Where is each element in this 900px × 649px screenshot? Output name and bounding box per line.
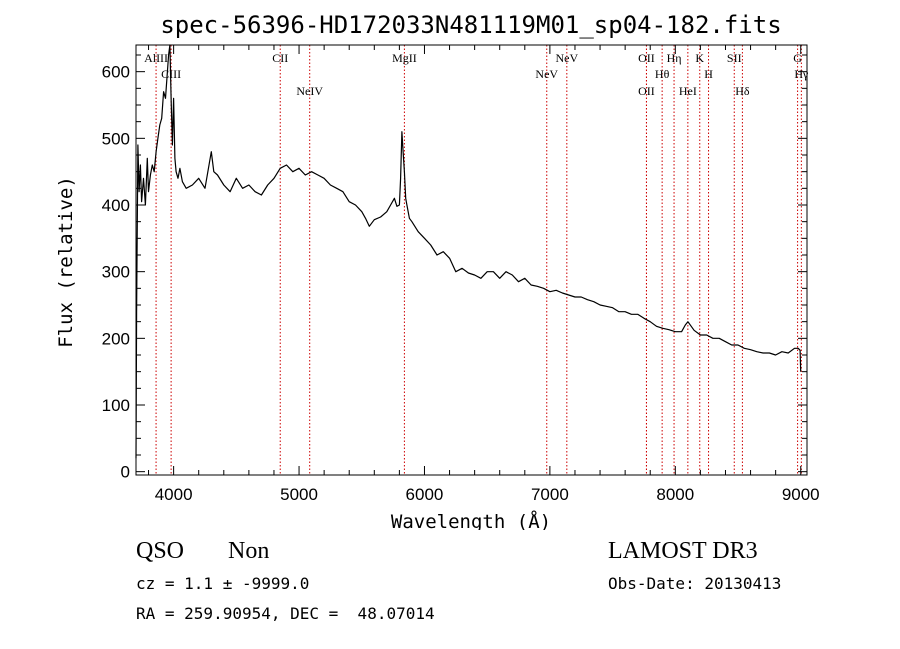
x-axis-label: Wavelength (Å): [391, 510, 551, 530]
observation-date: Obs-Date: 20130413: [608, 574, 782, 593]
ra-dec: RA = 259.90954, DEC = 48.07014: [136, 604, 435, 623]
spectrum-line: [135, 44, 802, 459]
x-tick-label: 9000: [782, 485, 820, 504]
survey-name: LAMOST DR3: [608, 538, 758, 564]
y-tick-label: 300: [102, 263, 130, 282]
x-axis-ticks: 4000 5000 6000 7000 8000 9000: [148, 45, 820, 504]
x-tick-label: 7000: [531, 485, 569, 504]
spectrum-layer: [135, 44, 802, 459]
y-axis-ticks: 0 100 200 300 400 500 600: [102, 54, 807, 482]
plot-frame: [135, 44, 808, 476]
chart-title: spec-56396-HD172033N481119M01_sp04-182.f…: [160, 11, 781, 39]
line-label: SII: [727, 51, 742, 65]
y-tick-label: 500: [102, 129, 130, 148]
emission-line-markers: [155, 45, 802, 475]
line-label: Hδ: [735, 84, 750, 98]
line-label: Hθ: [655, 67, 670, 81]
line-label: AlIII: [144, 51, 168, 65]
x-tick-label: 4000: [155, 485, 193, 504]
line-label: H: [704, 67, 713, 81]
object-subclass: Non: [228, 538, 270, 564]
line-label: G: [793, 51, 802, 65]
spectrum-chart: spec-56396-HD172033N481119M01_sp04-182.f…: [55, 11, 820, 530]
redshift-cz: cz = 1.1 ± -9999.0: [136, 574, 310, 593]
y-tick-label: 0: [121, 463, 130, 482]
line-label: OII: [638, 84, 655, 98]
x-tick-label: 5000: [280, 485, 318, 504]
object-class: QSO: [136, 538, 185, 564]
y-tick-label: 200: [102, 329, 130, 348]
line-label: Hη: [667, 51, 682, 65]
line-label: NeV: [535, 67, 558, 81]
line-label: NeIV: [296, 84, 323, 98]
line-label: OII: [638, 51, 655, 65]
y-tick-label: 400: [102, 196, 130, 215]
line-label: NeV: [555, 51, 578, 65]
y-tick-label: 100: [102, 396, 130, 415]
y-tick-label: 600: [102, 63, 130, 82]
x-tick-label: 6000: [406, 485, 444, 504]
x-tick-label: 8000: [656, 485, 694, 504]
emission-line-labels: AlIIICIIICIINeIVMgIINeVNeVOIIOIIHθHηHeIK…: [144, 51, 809, 98]
line-label: K: [695, 51, 704, 65]
line-label: HeI: [679, 84, 697, 98]
y-axis-label: Flux (relative): [55, 176, 77, 348]
line-label: Hγ: [794, 67, 809, 81]
line-label: MgII: [392, 51, 417, 65]
line-label: CII: [272, 51, 288, 65]
